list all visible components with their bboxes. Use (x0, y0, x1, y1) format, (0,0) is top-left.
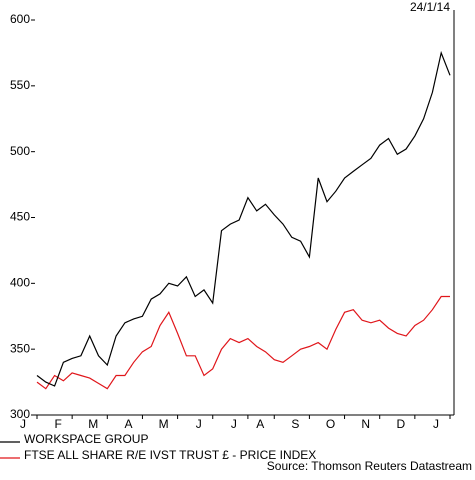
x-tick-label: J (433, 417, 439, 431)
y-tick-label: 350 (10, 341, 30, 355)
x-tick-label: J (196, 417, 202, 431)
y-tick-label: 550 (10, 78, 30, 92)
y-tick-label: 450 (10, 210, 30, 224)
series-line (36, 295, 450, 390)
date-label: 24/1/14 (410, 0, 450, 14)
x-tick-label: D (397, 417, 406, 431)
x-tick-label: J (20, 417, 26, 431)
x-tick-label: O (326, 417, 335, 431)
x-tick-label: A (256, 417, 264, 431)
x-tick-label: N (361, 417, 370, 431)
x-tick-label: J (231, 417, 237, 431)
source: Source: Thomson Reuters Datastream (267, 459, 472, 473)
legend-label: WORKSPACE GROUP (24, 432, 148, 446)
y-tick-label: 500 (10, 144, 30, 158)
y-tick-label: 600 (10, 12, 30, 26)
x-tick-label: M (159, 417, 169, 431)
legend-label: FTSE ALL SHARE R/E IVST TRUST £ - PRICE … (24, 448, 316, 462)
x-tick-label: A (124, 417, 132, 431)
x-tick-label: M (88, 417, 98, 431)
y-tick-label: 300 (10, 407, 30, 421)
y-tick-label: 400 (10, 276, 30, 290)
x-tick-label: S (291, 417, 299, 431)
x-tick-label: F (54, 417, 61, 431)
series-line (36, 50, 451, 387)
